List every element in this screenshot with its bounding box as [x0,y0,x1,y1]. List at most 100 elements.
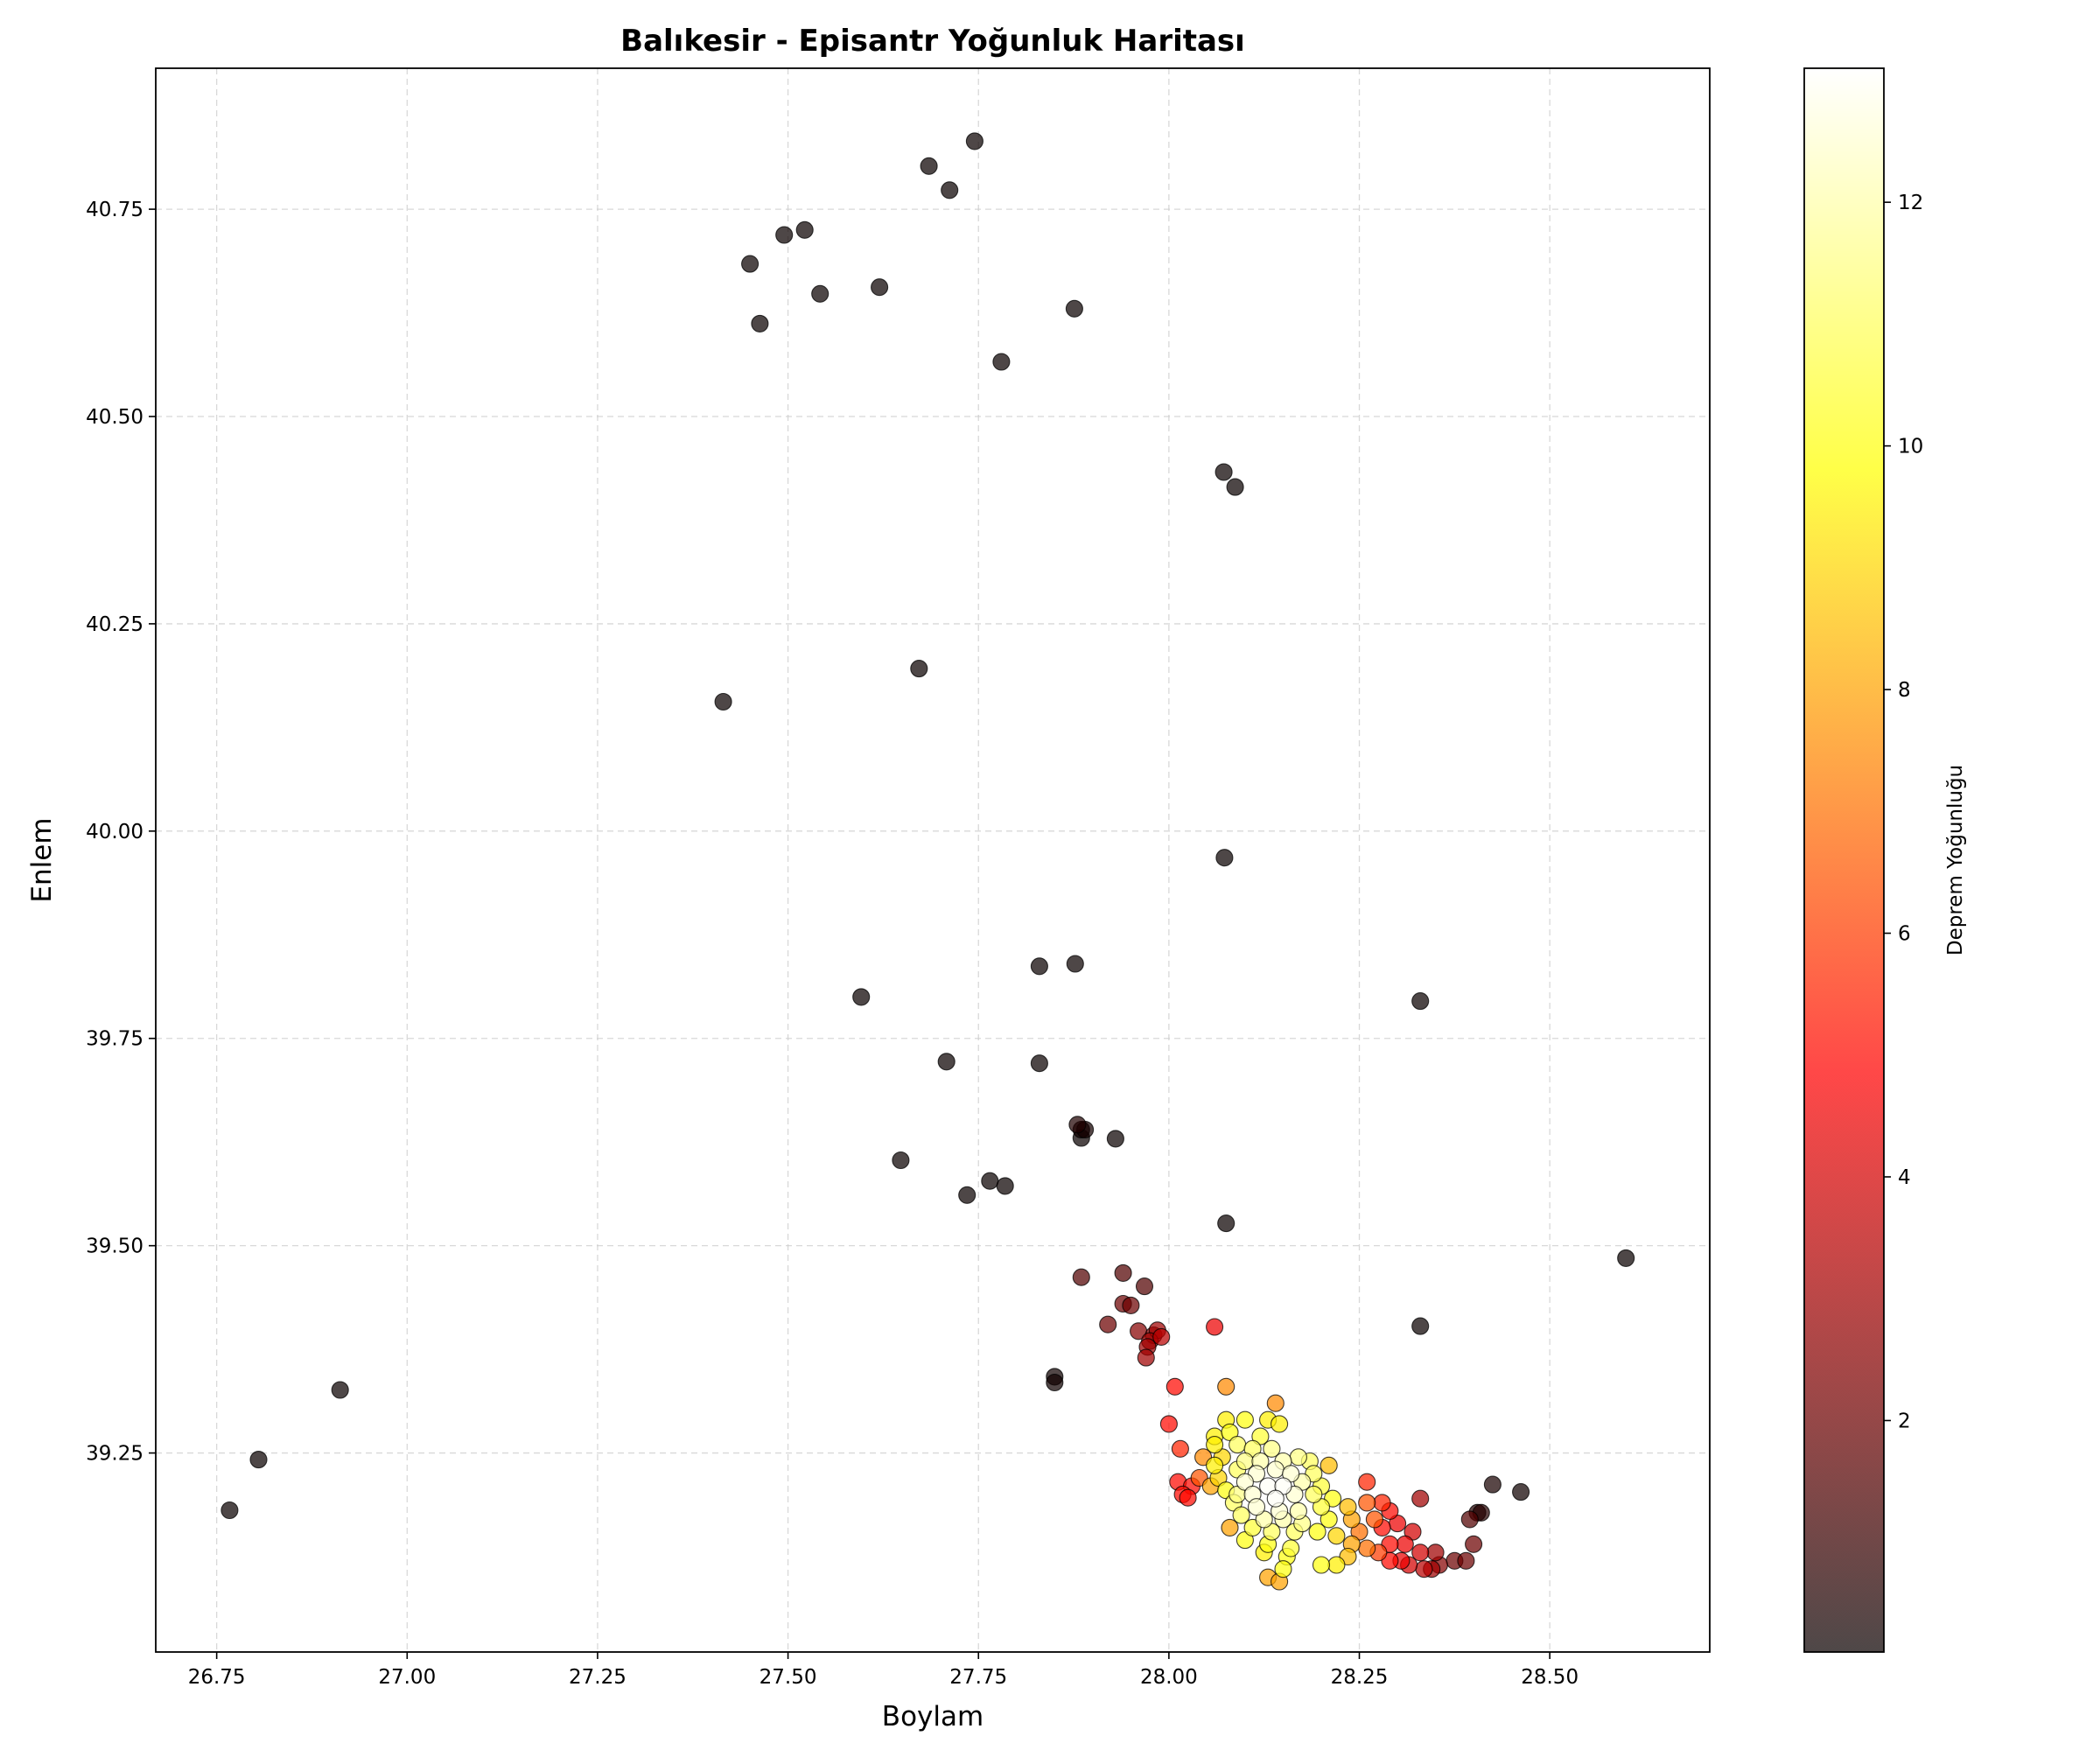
colorbar-tick-label: 2 [1898,1410,1911,1432]
colorbar-ticks: 2 4 6 8 10 12 [1884,192,1923,1432]
epicenter-point [1137,1348,1155,1367]
y-tick-label: 40.00 [86,821,144,844]
x-tick-label: 27.25 [569,1666,626,1689]
y-tick-label: 39.50 [86,1236,144,1258]
epicenter-point [1236,1410,1254,1429]
colorbar-gradient [1804,68,1884,1652]
epicenter-point [910,660,928,678]
x-tick-label: 27.75 [949,1666,1007,1689]
epicenter-point [1263,1439,1281,1458]
epicenter-point [1206,1456,1224,1474]
epicenter-point [1305,1485,1323,1503]
x-axis-ticks: 26.75 27.00 27.25 27.50 27.75 28.00 28.25 28.50 [188,1652,1578,1689]
epicenter-point [1266,1394,1284,1412]
epicenter-point [1411,1317,1430,1335]
x-tick-label: 27.50 [760,1666,817,1689]
y-axis-ticks: 39.25 39.50 39.75 40.00 40.25 40.50 40.75 [86,199,156,1466]
epicenter-point [1327,1527,1346,1545]
epicenter-point [1217,1214,1236,1233]
epicenter-point [892,1151,910,1170]
epicenter-point [1206,1318,1224,1336]
epicenter-point [1320,1456,1338,1474]
epicenter-point [852,988,871,1006]
x-tick-label: 28.25 [1331,1666,1389,1689]
epicenter-point [1312,1556,1331,1574]
epicenter-point [1030,957,1048,976]
epicenter-point [996,1177,1014,1195]
epicenter-point [1512,1483,1530,1502]
epicenter-point [1289,1502,1307,1520]
epicenter-point [795,220,814,239]
epicenter-point [1166,1377,1184,1396]
epicenter-point [1358,1473,1376,1491]
colorbar-frame [1803,67,1885,1653]
colorbar: 2 4 6 8 10 12 Deprem Yoğunluğu [1803,67,1967,1653]
colorbar-tick-label: 8 [1898,679,1911,702]
epicenter-point [1308,1522,1326,1541]
epicenter-point [1411,1544,1430,1562]
epicenter-point [1171,1439,1189,1458]
epicenter-point [1206,1436,1224,1454]
colorbar-tick-label: 12 [1898,192,1923,214]
epicenter-point [1617,1249,1635,1267]
epicenter-point [1072,1268,1090,1286]
epicenter-point [249,1451,268,1469]
epicenter-point [220,1501,239,1520]
colorbar-label: Deprem Yoğunluğu [1944,765,1967,956]
epicenter-point [1066,955,1084,973]
data-points [220,132,1635,1591]
epicenter-point [1465,1535,1483,1553]
epicenter-point [1266,1489,1284,1508]
epicenter-point [1396,1535,1414,1553]
epicenter-point [1274,1560,1292,1578]
epicenter-point [1426,1544,1445,1562]
epicenter-point [1358,1539,1376,1558]
epicenter-point [714,692,732,711]
x-tick-label: 26.75 [188,1666,246,1689]
epicenter-point [1214,463,1233,481]
epicenter-point [1289,1448,1307,1466]
grid [156,68,1710,1652]
epicenter-point [1099,1315,1117,1334]
epicenter-point [1457,1551,1475,1570]
epicenter-point [1373,1494,1391,1512]
colorbar-tick-label: 6 [1898,923,1911,946]
epicenter-point [811,284,830,303]
epicenter-point [1106,1130,1124,1148]
epicenter-point [1327,1556,1346,1574]
epicenter-point [751,314,769,332]
epicenter-point [871,278,889,297]
x-tick-label: 28.00 [1140,1666,1198,1689]
epicenter-point [1226,478,1244,496]
epicenter-point [1411,992,1430,1011]
epicenter-point [1221,1518,1239,1536]
epicenter-point [1232,1506,1250,1524]
plot-frame [155,67,1711,1653]
epicenter-point [981,1172,999,1190]
epicenter-point [1282,1539,1300,1558]
y-tick-label: 40.25 [86,613,144,636]
epicenter-point [958,1186,976,1204]
epicenter-point [1483,1475,1502,1494]
y-tick-label: 40.75 [86,199,144,221]
y-tick-label: 40.50 [86,406,144,429]
colorbar-tick-label: 10 [1898,436,1923,458]
epicenter-point [1270,1415,1289,1433]
epicenter-point [741,255,760,273]
epicenter-point [775,226,794,244]
epicenter-point [965,132,984,150]
chart-title: Balıkesir - Episantr Yoğunluk Haritası [620,24,1245,59]
epicenter-point [1339,1498,1357,1516]
epicenter-point [920,157,938,175]
epicenter-point [1415,1560,1433,1578]
x-axis-label: Boylam [882,1701,984,1732]
x-tick-label: 28.50 [1521,1666,1578,1689]
epicenter-point [1135,1278,1154,1296]
epicenter-point [1122,1296,1140,1314]
epicenter-point [1247,1498,1266,1516]
epicenter-point [1215,849,1234,867]
epicenter-point [1365,1510,1383,1529]
y-axis-label: Enlem [26,817,58,902]
epicenter-point [1152,1327,1171,1346]
